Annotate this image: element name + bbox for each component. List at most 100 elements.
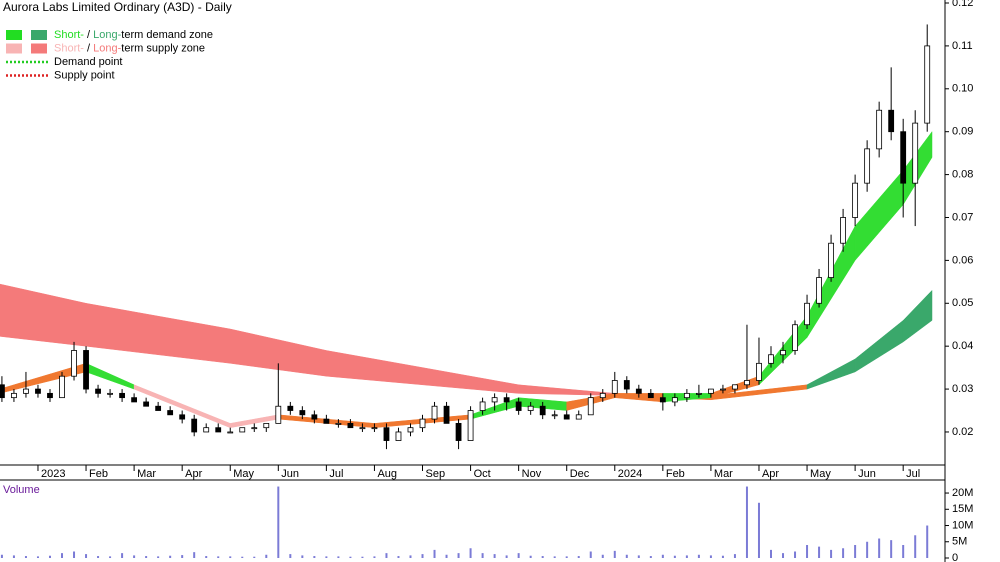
legend-text: term demand zone (121, 29, 213, 41)
candle-body (443, 405, 450, 424)
candle-body (131, 397, 138, 403)
candle-body (720, 388, 726, 391)
volume-bar (217, 556, 220, 558)
x-tick-label: Dec (570, 468, 590, 480)
x-tick-label: Oct (474, 468, 491, 480)
volume-bar (289, 554, 292, 558)
volume-bar (866, 541, 869, 558)
candle-body (155, 405, 162, 411)
volume-bar (818, 546, 821, 558)
volume-bar (481, 553, 484, 558)
x-tick-label: Mar (137, 468, 156, 480)
candle-body (383, 427, 390, 441)
candle-body (828, 242, 834, 278)
y-tick-label: 0.02 (952, 426, 973, 438)
volume-bar (890, 540, 893, 558)
volume-bar (229, 556, 232, 558)
candle-body (311, 414, 318, 420)
candle-body (323, 418, 330, 424)
candle-body (239, 427, 246, 433)
legend-text: Short- (54, 42, 84, 54)
volume-bar (830, 549, 833, 558)
candle-body (792, 324, 798, 351)
y-tick-label: 0.09 (952, 126, 973, 138)
legend-text: / (84, 29, 93, 41)
candle-body (179, 414, 186, 420)
volume-bar (193, 552, 196, 558)
x-tick-label: Jul (329, 468, 343, 480)
candle-body (732, 384, 738, 390)
volume-bar (169, 555, 172, 558)
volume-bar (121, 553, 124, 558)
y-tick-label: 5M (952, 536, 967, 548)
price-panel (0, 24, 933, 450)
legend-swatch (31, 43, 47, 54)
y-tick-label: 0.06 (952, 254, 973, 266)
volume-bar (493, 554, 496, 558)
candle-body (912, 122, 919, 184)
volume-bar (313, 556, 316, 558)
x-tick-label: May (810, 468, 831, 480)
volume-bar (878, 538, 881, 558)
candle-body (635, 388, 642, 394)
candle-body (744, 380, 750, 386)
volume-bar (733, 554, 736, 558)
candle-body (83, 350, 89, 390)
candle-body (59, 375, 65, 399)
legend-swatch (31, 30, 47, 40)
volume-bar (445, 554, 448, 558)
volume-bar (565, 556, 568, 558)
volume-bar (685, 555, 688, 558)
x-tick-label: Apr (185, 468, 202, 480)
candle-body (623, 380, 630, 390)
volume-bar (205, 556, 208, 558)
candle-body (287, 405, 294, 411)
candle-body (599, 392, 606, 399)
volume-bar (769, 549, 772, 558)
legend-text: Long- (93, 29, 121, 41)
volume-bar (253, 556, 256, 558)
candle-body (551, 414, 558, 417)
x-tick-label: 2024 (618, 468, 642, 480)
candle-body (816, 277, 822, 304)
volume-bar (842, 548, 845, 558)
y-tick-label: 0.07 (952, 211, 973, 223)
legend-text: term supply zone (121, 42, 205, 54)
volume-bar (673, 555, 676, 558)
candle-body (227, 431, 234, 434)
volume-bar (301, 555, 304, 558)
candle-body (780, 350, 786, 356)
volume-bar (265, 554, 268, 558)
candle-body (611, 380, 618, 394)
volume-bar (109, 556, 112, 558)
candle-body (299, 410, 306, 416)
candle-body (491, 397, 498, 403)
candle-body (23, 388, 29, 394)
candle-body (840, 217, 846, 244)
candle-body (503, 397, 510, 403)
volume-bar (409, 555, 412, 558)
candle-body (251, 427, 258, 430)
volume-bar (914, 535, 917, 558)
y-tick-label: 0.08 (952, 168, 973, 180)
x-tick-label: Jul (906, 468, 920, 480)
volume-bar (0, 554, 3, 558)
volume-bar (133, 555, 136, 558)
volume-bar (469, 548, 472, 558)
candle-body (11, 392, 17, 399)
candle-body (263, 422, 270, 429)
volume-bar (902, 545, 905, 558)
candle-body (95, 388, 101, 394)
candle-body (167, 410, 174, 416)
candle-body (479, 401, 486, 411)
x-tick-label: Apr (762, 468, 779, 480)
volume-bar (601, 554, 604, 558)
candle-body (107, 392, 113, 395)
volume-bar (649, 556, 652, 558)
volume-bar (433, 549, 436, 558)
volume-bar (12, 555, 15, 558)
candle-body (71, 350, 77, 377)
y-tick-label: 15M (952, 503, 973, 515)
candle-body (683, 392, 690, 399)
